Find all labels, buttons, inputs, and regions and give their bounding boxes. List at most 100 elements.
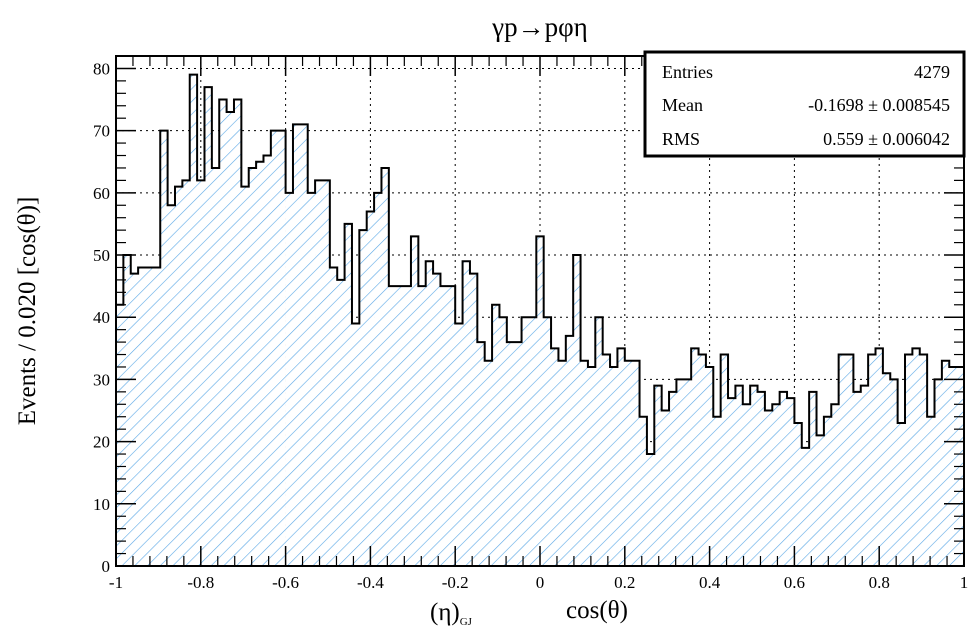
histogram-bar [565, 335, 574, 566]
histogram-bar [624, 360, 633, 566]
x-tick-label: 0.2 [614, 573, 635, 592]
histogram-bar [801, 447, 810, 566]
svg-text:(η)GJ: (η)GJ [430, 599, 473, 628]
stats-entries-value: 4279 [914, 62, 950, 82]
x-tick-label: 0 [536, 573, 545, 592]
histogram-bar [484, 360, 493, 566]
y-tick-labels: 0 10 20 30 40 50 60 70 80 [93, 59, 110, 576]
histogram-bar [823, 416, 832, 566]
histogram-bar [750, 385, 758, 566]
histogram-bar [941, 360, 950, 566]
histogram-bar [241, 186, 250, 567]
x-tick-label: -0.2 [442, 573, 469, 592]
histogram-bar [477, 342, 485, 566]
histogram-bar [396, 286, 404, 566]
stats-rms-value: 0.559 ± 0.006042 [823, 129, 950, 149]
x-tick-labels: -1 -0.8 -0.6 -0.4 -0.2 0 0.2 0.4 0.6 0.8 1 [109, 573, 968, 592]
histogram-bar [248, 167, 257, 566]
histogram-bar [610, 366, 618, 566]
histogram-bar [270, 130, 279, 566]
x-tick-label: 0.6 [784, 573, 805, 592]
histogram-bar [757, 391, 766, 566]
x-axis-label: (η)GJ cos(θ) [430, 597, 628, 628]
histogram-bar [551, 348, 559, 566]
histogram-bar [300, 124, 309, 566]
histogram-bar [197, 180, 205, 566]
histogram-bar [927, 416, 935, 566]
histogram-bar [381, 167, 390, 566]
histogram-bar [742, 404, 751, 566]
histogram-bar [116, 304, 124, 566]
histogram-bar [787, 398, 795, 566]
histogram-bar [292, 124, 301, 566]
histogram-bar [521, 317, 530, 566]
histogram-bar [182, 180, 191, 566]
histogram-bar [661, 410, 670, 566]
histogram-bar [329, 267, 338, 566]
histogram-bar [433, 273, 441, 566]
histogram-bar [492, 304, 500, 566]
histogram-bar [669, 391, 677, 566]
histogram-bar [698, 354, 707, 566]
histogram-bar [322, 180, 331, 566]
histogram-bar [462, 261, 471, 566]
histogram-bar [337, 279, 345, 566]
histogram-bar [307, 192, 316, 566]
y-tick-label: 50 [93, 246, 110, 265]
y-tick-label: 20 [93, 433, 110, 452]
histogram-bar [543, 317, 552, 566]
histogram-bar [344, 223, 353, 567]
histogram-bar [514, 342, 522, 566]
histogram-bar [167, 205, 176, 566]
histogram-bar [440, 286, 449, 566]
y-axis-label: Events / 0.020 [cos(θ)] [14, 197, 41, 426]
histogram-bar [875, 348, 884, 566]
histogram-bar [735, 385, 744, 566]
y-tick-label: 0 [102, 557, 111, 576]
stats-rms-label: RMS [662, 129, 700, 149]
x-tick-label: -0.4 [357, 573, 384, 592]
histogram-bar [138, 267, 146, 566]
x-tick-label: -0.8 [187, 573, 214, 592]
histogram-bar [469, 273, 478, 566]
histogram-bar [934, 379, 943, 566]
histogram-bar [152, 267, 161, 566]
histogram-bar [919, 354, 928, 566]
histogram-bar [447, 286, 456, 566]
histogram-bar [558, 360, 567, 566]
histogram-bar [809, 391, 817, 566]
histogram-bar [676, 379, 685, 566]
y-tick-label: 70 [93, 122, 110, 141]
histogram-bar [794, 422, 803, 566]
histogram-bars [116, 74, 965, 567]
histogram-bar [204, 87, 213, 566]
histogram-bar [256, 161, 264, 567]
y-tick-label: 60 [93, 184, 110, 203]
x-tick-label: 1 [960, 573, 969, 592]
stats-mean-value: -0.1698 ± 0.008545 [808, 95, 950, 115]
histogram-bar [587, 366, 596, 566]
x-axis-label-main: cos(θ) [566, 597, 628, 624]
histogram-bar [890, 379, 898, 566]
histogram-bar [816, 435, 825, 566]
x-tick-label: 0.4 [699, 573, 721, 592]
histogram-bar [285, 192, 294, 566]
histogram-bar [418, 286, 427, 566]
histogram-bar [366, 211, 375, 567]
histogram-bar [123, 255, 132, 566]
histogram-bar [130, 273, 139, 566]
histogram-bar [160, 130, 168, 566]
histogram-bar [646, 454, 655, 566]
histogram-bar [499, 317, 508, 566]
x-tick-label: 0.8 [869, 573, 890, 592]
x-axis-label-subscript: GJ [460, 616, 473, 628]
stats-box: Entries 4279 Mean -0.1698 ± 0.008545 RMS… [643, 50, 966, 158]
histogram-bar [846, 354, 854, 566]
histogram-bar [691, 348, 699, 566]
histogram-bar [882, 373, 891, 566]
histogram-bar [410, 236, 419, 567]
histogram-bar [654, 385, 662, 566]
histogram-bar [403, 286, 412, 566]
histogram-bar [632, 360, 640, 566]
